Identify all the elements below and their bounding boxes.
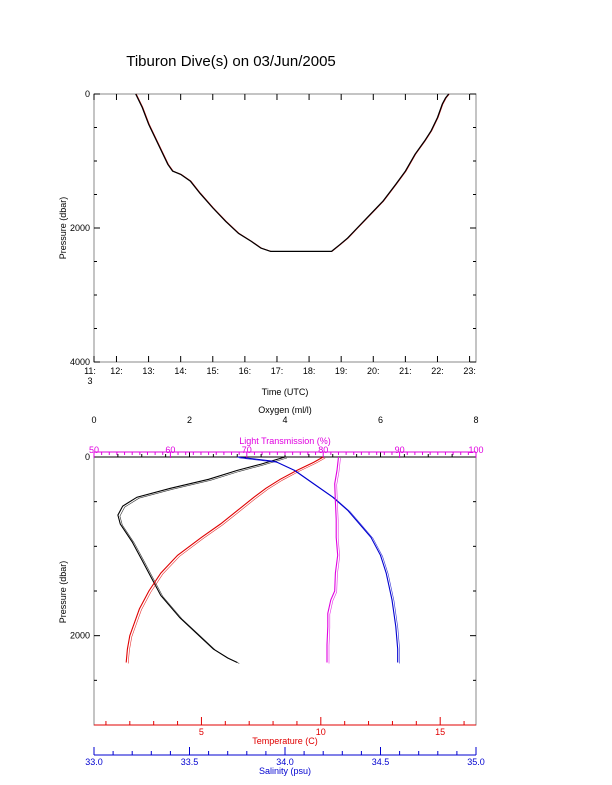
top-series-line-red: [135, 93, 450, 252]
top-plot-frame: [93, 93, 477, 363]
oxygen-tick-label: 2: [187, 415, 192, 425]
top-x-tick-label-line: 3: [87, 376, 92, 386]
top-x-tick-label-line: 13:: [142, 366, 155, 376]
light-transmission-axis: 50 60 70 80 90 100: [89, 445, 484, 458]
oxygen-profile-line: [117, 456, 286, 663]
light-transmission-axis-label: Light Transmission (%): [239, 436, 331, 446]
oxygen-axis-label: Oxygen (ml/l): [258, 405, 312, 415]
bottom-series-group: [117, 456, 401, 664]
top-x-tick-label: 23:: [463, 366, 476, 376]
top-x-tick-label-line: 17:: [271, 366, 284, 376]
top-x-tick-label: 19:: [335, 366, 348, 376]
top-x-tick-label-line: 22:: [431, 366, 444, 376]
bottom-y-axis-label: Pressure (dbar): [58, 561, 68, 624]
top-series-line: [135, 93, 450, 252]
light-transmission-tick-label: 100: [468, 445, 483, 455]
bottom-y-tick-label: 0: [85, 452, 90, 462]
temperature-axis: 5 10 15: [94, 717, 476, 737]
chart-title: Tiburon Dive(s) on 03/Jun/2005: [126, 53, 336, 70]
salinity-tick-label: 33.0: [85, 757, 103, 767]
top-x-tick-label-line: 16:: [239, 366, 252, 376]
top-x-tick-label: 13:: [142, 366, 155, 376]
top-y-tick-label: 4000: [70, 357, 90, 367]
temperature-tick-label: 5: [199, 727, 204, 737]
light_transmission-profile-line: [326, 456, 340, 663]
profile-plot: 0 2000 0 2 4 6 8 50 60 70 80 90 100 5 10 15 33.0 33.5…: [58, 405, 485, 776]
oxygen-tick-label: 8: [473, 415, 478, 425]
light_transmission-profile-line-shadow: [328, 457, 341, 664]
salinity-profile-line-shadow: [239, 457, 401, 664]
top-x-tick-label-line: 19:: [335, 366, 348, 376]
top-x-tick-label: 15:: [207, 366, 220, 376]
top-x-tick-label: 17:: [271, 366, 284, 376]
salinity-axis-label: Salinity (psu): [259, 766, 311, 776]
top-x-tick-label-line: 20:: [367, 366, 380, 376]
oxygen-tick-label: 6: [378, 415, 383, 425]
salinity-profile-line: [237, 456, 399, 663]
top-y-tick-label: 2000: [70, 223, 90, 233]
salinity-tick-label: 33.5: [181, 757, 199, 767]
oxygen-profile-line-shadow: [119, 457, 288, 664]
top-x-tick-label: 18:: [303, 366, 316, 376]
light-transmission-tick-label: 50: [89, 445, 99, 455]
temperature-profile-line: [125, 456, 324, 663]
salinity-tick-label: 34.0: [276, 757, 294, 767]
salinity-axis: 33.0 33.5 34.0 34.5 35.0: [85, 747, 485, 767]
bottom-y-tick-label: 2000: [70, 631, 90, 641]
temperature-tick-label: 15: [435, 727, 445, 737]
salinity-tick-label: 35.0: [467, 757, 485, 767]
top-x-tick-label: 11: 3: [84, 366, 96, 386]
top-x-tick-label-line: 12:: [110, 366, 123, 376]
oxygen-tick-label: 4: [282, 415, 287, 425]
light-transmission-tick-label: 60: [165, 445, 175, 455]
top-x-tick-label: 14:: [174, 366, 187, 376]
top-x-tick-label-line: 18:: [303, 366, 316, 376]
salinity-tick-label: 34.5: [372, 757, 390, 767]
top-x-tick-label: 20:: [367, 366, 380, 376]
top-series-group: [135, 93, 450, 252]
top-x-axis-label: Time (UTC): [262, 387, 309, 397]
top-x-tick-label: 12:: [110, 366, 123, 376]
top-x-tick-label: 21:: [399, 366, 412, 376]
top-x-tick-label-line: 21:: [399, 366, 412, 376]
top-x-tick-label-line: 14:: [174, 366, 187, 376]
top-x-tick-label: 16:: [239, 366, 252, 376]
dive-time-plot: 0 2000 4000 11: 3 12: 13: 14: 15: 16: 17: 18: 19: 20…: [58, 89, 477, 397]
top-y-axis: 0 2000 4000: [70, 89, 476, 367]
top-y-axis-label: Pressure (dbar): [58, 197, 68, 260]
top-x-tick-label: 22:: [431, 366, 444, 376]
light-transmission-tick-label: 70: [242, 445, 252, 455]
top-x-tick-label-line: 11:: [84, 366, 96, 376]
light-transmission-tick-label: 80: [318, 445, 328, 455]
top-x-tick-label-line: 23:: [463, 366, 476, 376]
oxygen-tick-label: 0: [91, 415, 96, 425]
top-x-axis: 11: 3 12: 13: 14: 15: 16: 17: 18: 19: 20: 21: 22: 23:: [84, 94, 476, 386]
top-y-tick-label: 0: [85, 89, 90, 99]
temperature-profile-line-shadow: [127, 457, 326, 664]
light-transmission-tick-label: 90: [395, 445, 405, 455]
top-x-tick-label-line: 15:: [207, 366, 220, 376]
temperature-axis-label: Temperature (C): [252, 736, 318, 746]
temperature-tick-label: 10: [316, 727, 326, 737]
